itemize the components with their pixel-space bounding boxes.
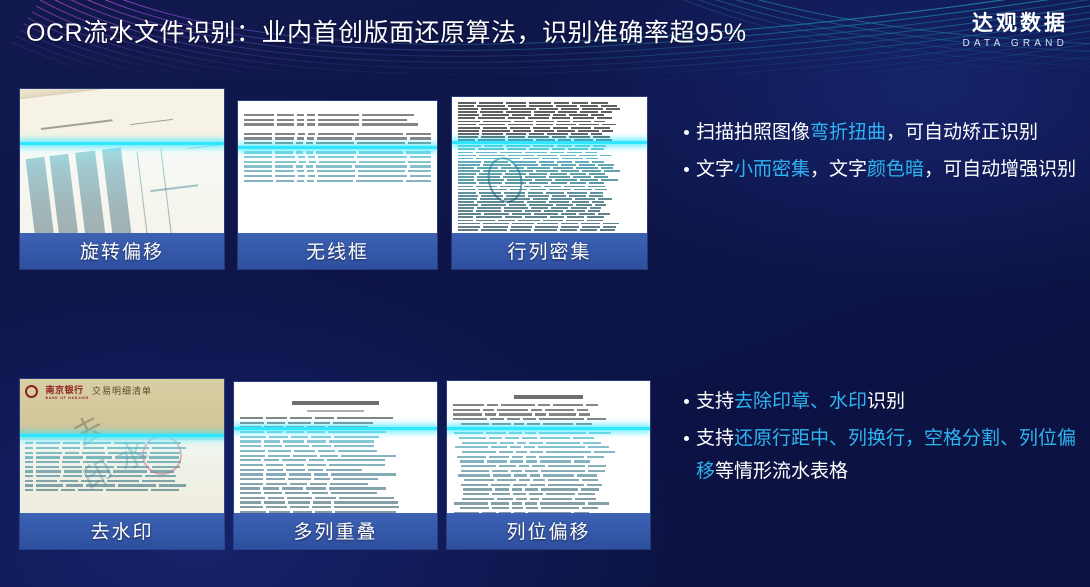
plain-text: 文字: [696, 159, 734, 180]
plain-text: ，可自动增强识别: [924, 159, 1076, 180]
highlighted-text: 颜色暗: [867, 159, 924, 180]
sample-card-rotation-offset[interactable]: 旋转偏移: [20, 89, 224, 269]
document-thumbnail: 行列密集: [452, 97, 647, 269]
bullet-dot-icon: [684, 130, 689, 135]
bullet-group-bottom: 支持去除印章、水印识别 支持还原行距中、列换行，空格分割、列位偏移等情形流水表格: [684, 385, 1084, 492]
card-caption: 行列密集: [452, 233, 647, 269]
highlighted-text: 去除印章、水印: [734, 391, 867, 412]
bullet-layout-restore: 支持还原行距中、列换行，空格分割、列位偏移等情形流水表格: [684, 422, 1084, 488]
bank-doc-title: 交易明细清单: [92, 384, 152, 397]
plain-text: 扫描拍照图像: [696, 122, 810, 143]
plain-text: 支持: [696, 428, 734, 449]
sample-card-remove-watermark[interactable]: 南京银行 BANK OF NANJING 交易明细清单 去水印 去水印: [20, 379, 224, 549]
bullet-text: 文字小而密集，文字颜色暗，可自动增强识别: [696, 153, 1084, 186]
document-thumbnail: 旋转偏移: [20, 89, 224, 269]
slide-root: OCR流水文件识别：业内首创版面还原算法，识别准确率超95% 达观数据 DATA…: [0, 0, 1090, 587]
bank-name: 南京银行 BANK OF NANJING: [45, 383, 89, 400]
card-caption: 列位偏移: [447, 513, 650, 549]
bullet-distortion: 扫描拍照图像弯折扭曲，可自动矫正识别: [684, 116, 1084, 149]
card-caption: 旋转偏移: [20, 233, 224, 269]
bullet-small-dense: 文字小而密集，文字颜色暗，可自动增强识别: [684, 153, 1084, 186]
card-caption: 多列重叠: [234, 513, 437, 549]
bullet-dot-icon: [684, 436, 689, 441]
plain-text: ，文字: [810, 159, 867, 180]
bullet-text: 支持还原行距中、列换行，空格分割、列位偏移等情形流水表格: [696, 422, 1084, 488]
plain-text: 等情形流水表格: [715, 461, 848, 482]
highlighted-text: 弯折扭曲: [810, 122, 886, 143]
bank-header: 南京银行 BANK OF NANJING 交易明细清单: [20, 379, 224, 440]
sample-card-grid: 旋转偏移: [0, 0, 680, 587]
card-caption: 去水印: [20, 513, 224, 549]
document-thumbnail: 多列重叠: [234, 382, 437, 549]
sample-card-dense-rows[interactable]: 行列密集: [452, 97, 647, 269]
document-thumbnail: 列位偏移: [447, 381, 650, 549]
brand-logo: 达观数据 DATA GRAND: [962, 13, 1068, 49]
bullet-group-top: 扫描拍照图像弯折扭曲，可自动矫正识别 文字小而密集，文字颜色暗，可自动增强识别: [684, 116, 1084, 190]
bullet-text: 支持去除印章、水印识别: [696, 385, 1084, 418]
plain-text: 识别: [867, 391, 905, 412]
plain-text: ，可自动矫正识别: [886, 122, 1038, 143]
bullet-stamp-watermark: 支持去除印章、水印识别: [684, 385, 1084, 418]
bank-logo-icon: [25, 385, 38, 398]
brand-name-cn: 达观数据: [962, 13, 1068, 34]
plain-text: 支持: [696, 391, 734, 412]
brand-name-en: DATA GRAND: [962, 39, 1068, 49]
bullet-dot-icon: [684, 167, 689, 172]
document-thumbnail: 南京银行 BANK OF NANJING 交易明细清单 去水印 去水印: [20, 379, 224, 549]
highlighted-text: 小而密集: [734, 159, 810, 180]
bullet-text: 扫描拍照图像弯折扭曲，可自动矫正识别: [696, 116, 1084, 149]
card-caption: 无线框: [238, 233, 437, 269]
sample-card-borderless[interactable]: 无线框: [238, 101, 437, 269]
sample-card-overlapping-columns[interactable]: 多列重叠: [234, 382, 437, 549]
sample-card-column-shift[interactable]: 列位偏移: [447, 381, 650, 549]
document-thumbnail: 无线框: [238, 101, 437, 269]
bullet-dot-icon: [684, 399, 689, 404]
